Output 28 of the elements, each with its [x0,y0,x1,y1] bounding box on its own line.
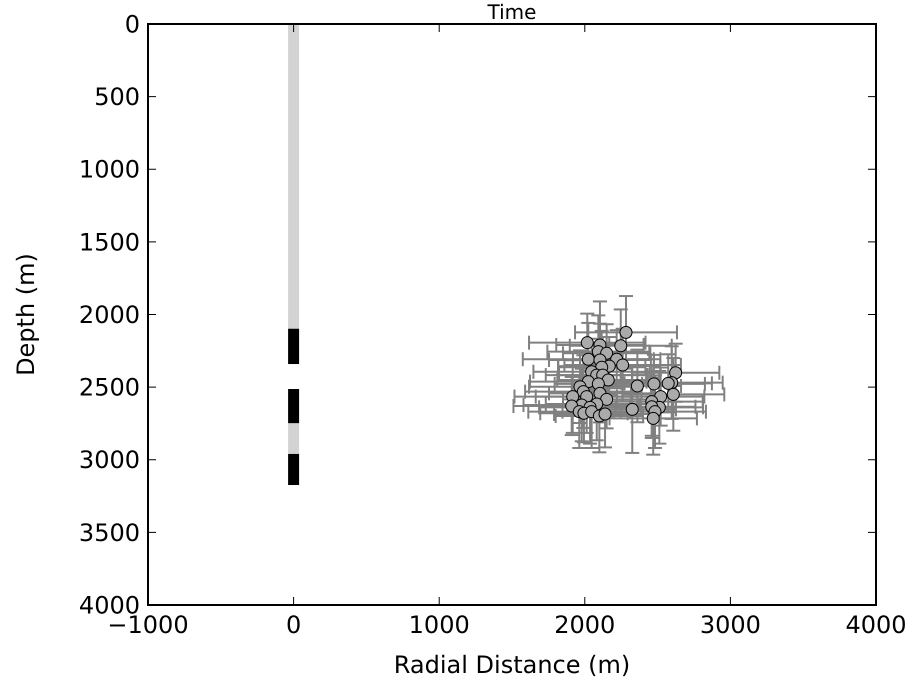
point [602,374,615,387]
x-tick-label: 4000 [845,611,907,639]
point [662,376,675,390]
x-tick-label: 3000 [700,611,761,639]
chart-title: Time [486,0,536,24]
point [647,377,660,390]
x-tick-label: 0 [286,611,302,639]
y-tick-label: 0 [124,10,140,38]
point [598,407,612,420]
x-tick-label: 2000 [554,611,616,639]
y-tick-label: 3500 [78,518,140,547]
point [580,336,594,350]
point [614,339,628,352]
point [620,326,633,339]
y-tick-label: 500 [94,83,140,112]
x-tick-label: 1000 [408,611,470,639]
point [666,388,680,401]
y-tick-label: 2000 [78,300,140,329]
y-axis-title: Depth (m) [12,253,40,376]
point [616,358,630,372]
point [600,392,614,406]
y-tick-label: 1500 [78,228,140,256]
y-tick-label: 3000 [78,446,140,474]
x-axis-title: Radial Distance (m) [394,651,630,679]
y-tick-label: 1000 [78,156,140,184]
y-tick-label: 2500 [78,374,140,402]
point [669,366,682,380]
point [626,402,639,416]
